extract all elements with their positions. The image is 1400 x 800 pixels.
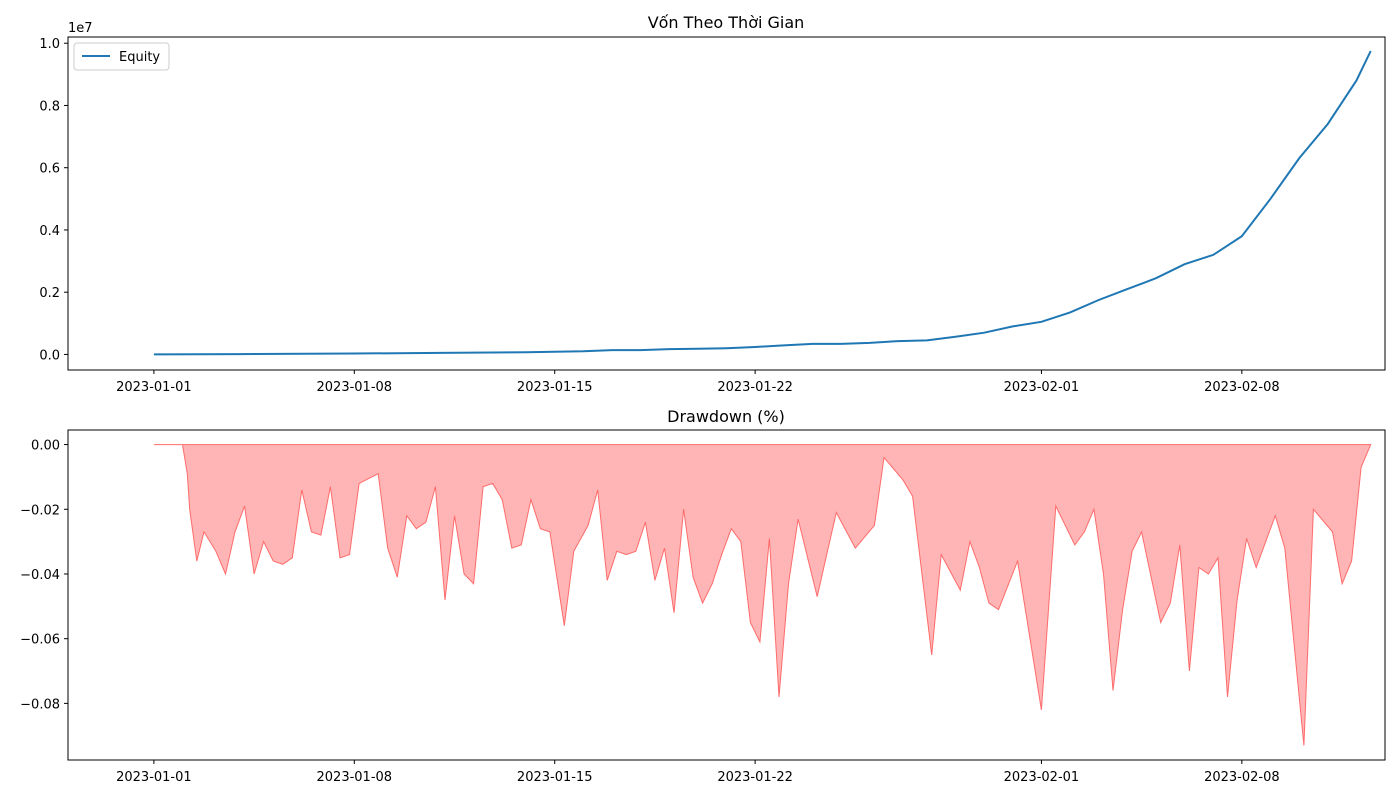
equity-legend: Equity [73,42,170,71]
y-tick-label: 1.0 [39,37,60,52]
equity-chart: Vốn Theo Thời Gian 1e7 2023-01-01 2023-01… [39,13,1386,395]
drawdown-area [153,444,1372,746]
drawdown-plot-area [153,444,1372,746]
equity-axes-frame [67,36,1386,371]
x-tick-label: 2023-01-01 [116,380,192,395]
equity-offset-text: 1e7 [68,21,93,36]
x-tick-label: 2023-02-08 [1204,770,1280,785]
drawdown-y-axis: 0.00 −0.02 −0.04 −0.06 −0.08 [20,439,68,712]
y-tick-label: 0.8 [39,99,60,114]
equity-series-line [153,50,1372,356]
x-tick-label: 2023-01-08 [317,770,393,785]
y-tick-label: −0.04 [20,568,60,583]
x-tick-label: 2023-02-01 [1004,770,1080,785]
y-tick-label: 0.6 [39,162,60,177]
y-tick-label: −0.02 [20,503,60,518]
x-tick-label: 2023-01-01 [116,770,192,785]
x-tick-label: 2023-01-15 [517,770,593,785]
drawdown-chart-title: Drawdown (%) [667,407,785,426]
y-tick-label: 0.0 [39,348,60,363]
x-tick-label: 2023-01-22 [717,380,793,395]
y-tick-label: 0.2 [39,286,60,301]
y-tick-label: 0.4 [39,224,60,239]
legend-box [73,42,170,71]
x-tick-label: 2023-02-01 [1004,380,1080,395]
x-tick-label: 2023-01-15 [517,380,593,395]
equity-chart-title: Vốn Theo Thời Gian [648,13,805,32]
equity-plot-area [153,50,1372,356]
x-tick-label: 2023-01-08 [317,380,393,395]
legend-label-equity: Equity [119,50,160,65]
drawdown-chart: Drawdown (%) 2023-01-01 2023-01-08 2023-01… [20,407,1386,785]
y-tick-label: −0.06 [20,633,60,648]
y-tick-label: −0.08 [20,697,60,712]
drawdown-axes-frame [67,429,1386,761]
drawdown-x-axis: 2023-01-01 2023-01-08 2023-01-15 2023-01-22… [116,760,1280,785]
equity-y-axis: 0.0 0.2 0.4 0.6 0.8 1.0 [39,37,68,363]
y-tick-label: 0.00 [31,439,60,454]
equity-x-axis: 2023-01-01 2023-01-08 2023-01-15 2023-01-22… [116,370,1280,395]
x-tick-label: 2023-01-22 [717,770,793,785]
x-tick-label: 2023-02-08 [1204,380,1280,395]
